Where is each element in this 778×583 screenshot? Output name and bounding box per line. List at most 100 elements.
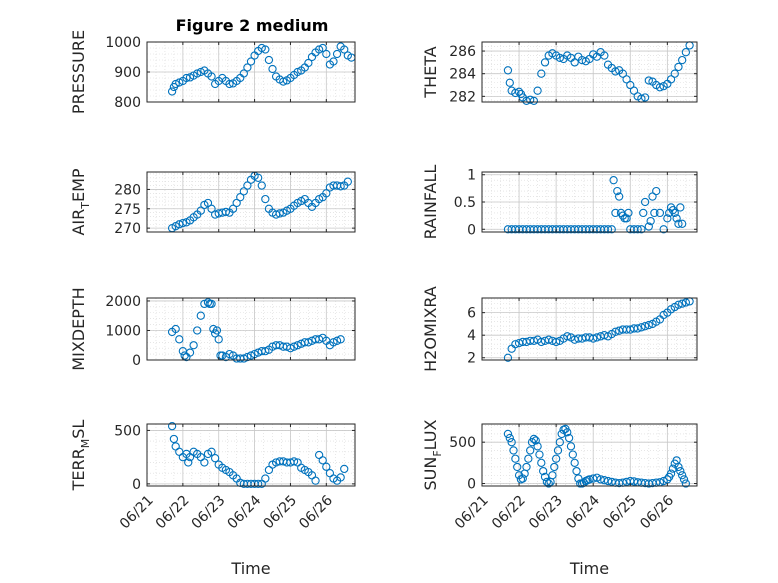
figure-title: Figure 2 medium xyxy=(176,16,329,35)
x-tick-label: 06/22 xyxy=(153,492,193,532)
data-point xyxy=(551,454,561,463)
y-tick-label: 900 xyxy=(114,65,141,81)
data-point xyxy=(564,433,574,443)
y-tick-label: 280 xyxy=(114,182,141,198)
data-point xyxy=(261,45,270,54)
data-point xyxy=(544,335,553,344)
data-point xyxy=(553,446,563,455)
data-point xyxy=(332,49,342,59)
data-point xyxy=(322,462,331,471)
data-point xyxy=(646,216,655,226)
data-point xyxy=(603,225,613,234)
data-point xyxy=(542,477,552,487)
y-tick-label: 0 xyxy=(132,477,141,493)
data-point xyxy=(548,471,557,480)
data-point xyxy=(655,208,665,218)
data-point xyxy=(563,428,572,437)
subplot-1: 800 900 1000 PRESSURE xyxy=(69,30,356,114)
data-point xyxy=(639,208,648,218)
data-point xyxy=(513,462,522,472)
data-point xyxy=(257,181,266,190)
subplot-2: 282 284 286 THETA xyxy=(421,41,698,105)
plot-area xyxy=(147,298,355,360)
y-axis-label: PRESSURE xyxy=(69,30,88,114)
data-point xyxy=(550,462,559,472)
data-point xyxy=(505,78,514,87)
data-point xyxy=(171,324,180,334)
axes-box xyxy=(481,297,698,361)
subplot-5: 0 1000 2000 MIXDEPTH xyxy=(69,287,356,371)
plot-area xyxy=(482,298,697,360)
x-tick-label: 06/21 xyxy=(117,492,157,532)
data-point xyxy=(533,86,542,95)
data-point xyxy=(670,69,679,78)
data-point xyxy=(175,78,184,87)
data-point xyxy=(678,299,687,308)
data-point xyxy=(674,62,683,72)
data-point xyxy=(511,454,520,463)
data-point xyxy=(659,476,668,486)
data-point xyxy=(640,197,650,207)
data-point xyxy=(189,341,198,350)
data-point xyxy=(637,323,646,332)
y-tick-label: 2 xyxy=(467,351,476,367)
data-point xyxy=(555,53,564,62)
data-point xyxy=(526,446,535,455)
data-point xyxy=(239,354,248,363)
data-point xyxy=(537,458,546,467)
data-point xyxy=(207,72,216,81)
y-tick-label: 1000 xyxy=(105,35,141,51)
x-tick-label: 06/25 xyxy=(260,492,300,532)
data-point xyxy=(672,214,681,223)
y-axis-label: AIRTEMP xyxy=(69,168,92,235)
data-point xyxy=(210,454,220,463)
data-point xyxy=(537,69,546,78)
x-tick-label: 06/24 xyxy=(563,492,603,532)
data-point xyxy=(261,474,270,483)
data-point xyxy=(509,446,518,455)
data-point xyxy=(676,203,685,212)
data-point xyxy=(633,225,642,234)
data-point xyxy=(268,64,277,74)
y-tick-label: 800 xyxy=(114,95,141,111)
data-point xyxy=(203,298,213,307)
axes-box xyxy=(146,297,356,361)
data-point xyxy=(503,66,513,75)
data-point xyxy=(600,476,609,485)
data-point xyxy=(289,342,299,351)
data-point xyxy=(243,352,252,362)
y-tick-label: 0 xyxy=(467,477,476,493)
data-point xyxy=(167,421,177,431)
y-axis-label: TERRMSL xyxy=(69,420,92,492)
data-point xyxy=(611,327,620,336)
data-point xyxy=(221,207,231,217)
data-point xyxy=(681,479,691,488)
data-point xyxy=(650,208,659,218)
y-tick-label: 282 xyxy=(449,89,476,105)
y-tick-label: 500 xyxy=(449,435,476,451)
y-tick-label: 2000 xyxy=(105,294,141,310)
data-point xyxy=(314,45,324,54)
x-axis-label: Time xyxy=(569,559,609,578)
data-point xyxy=(343,177,352,186)
x-tick-label: 06/23 xyxy=(189,492,229,532)
data-point xyxy=(537,337,546,347)
data-point xyxy=(679,475,689,484)
data-point xyxy=(524,454,533,463)
x-tick-label: 06/25 xyxy=(600,492,640,532)
data-point xyxy=(652,186,661,196)
data-point xyxy=(261,194,270,204)
x-tick-label: 06/26 xyxy=(637,492,677,532)
data-point xyxy=(289,457,299,466)
y-axis-label: SUNFLUX xyxy=(421,419,444,490)
data-point xyxy=(607,225,616,234)
y-tick-label: 270 xyxy=(114,221,141,237)
data-point xyxy=(257,43,266,53)
data-point xyxy=(236,193,245,202)
data-point xyxy=(531,436,540,445)
y-tick-label: 4 xyxy=(467,328,476,344)
data-point xyxy=(243,181,252,190)
data-point xyxy=(674,219,683,228)
data-point xyxy=(340,45,349,54)
data-point xyxy=(209,324,218,334)
